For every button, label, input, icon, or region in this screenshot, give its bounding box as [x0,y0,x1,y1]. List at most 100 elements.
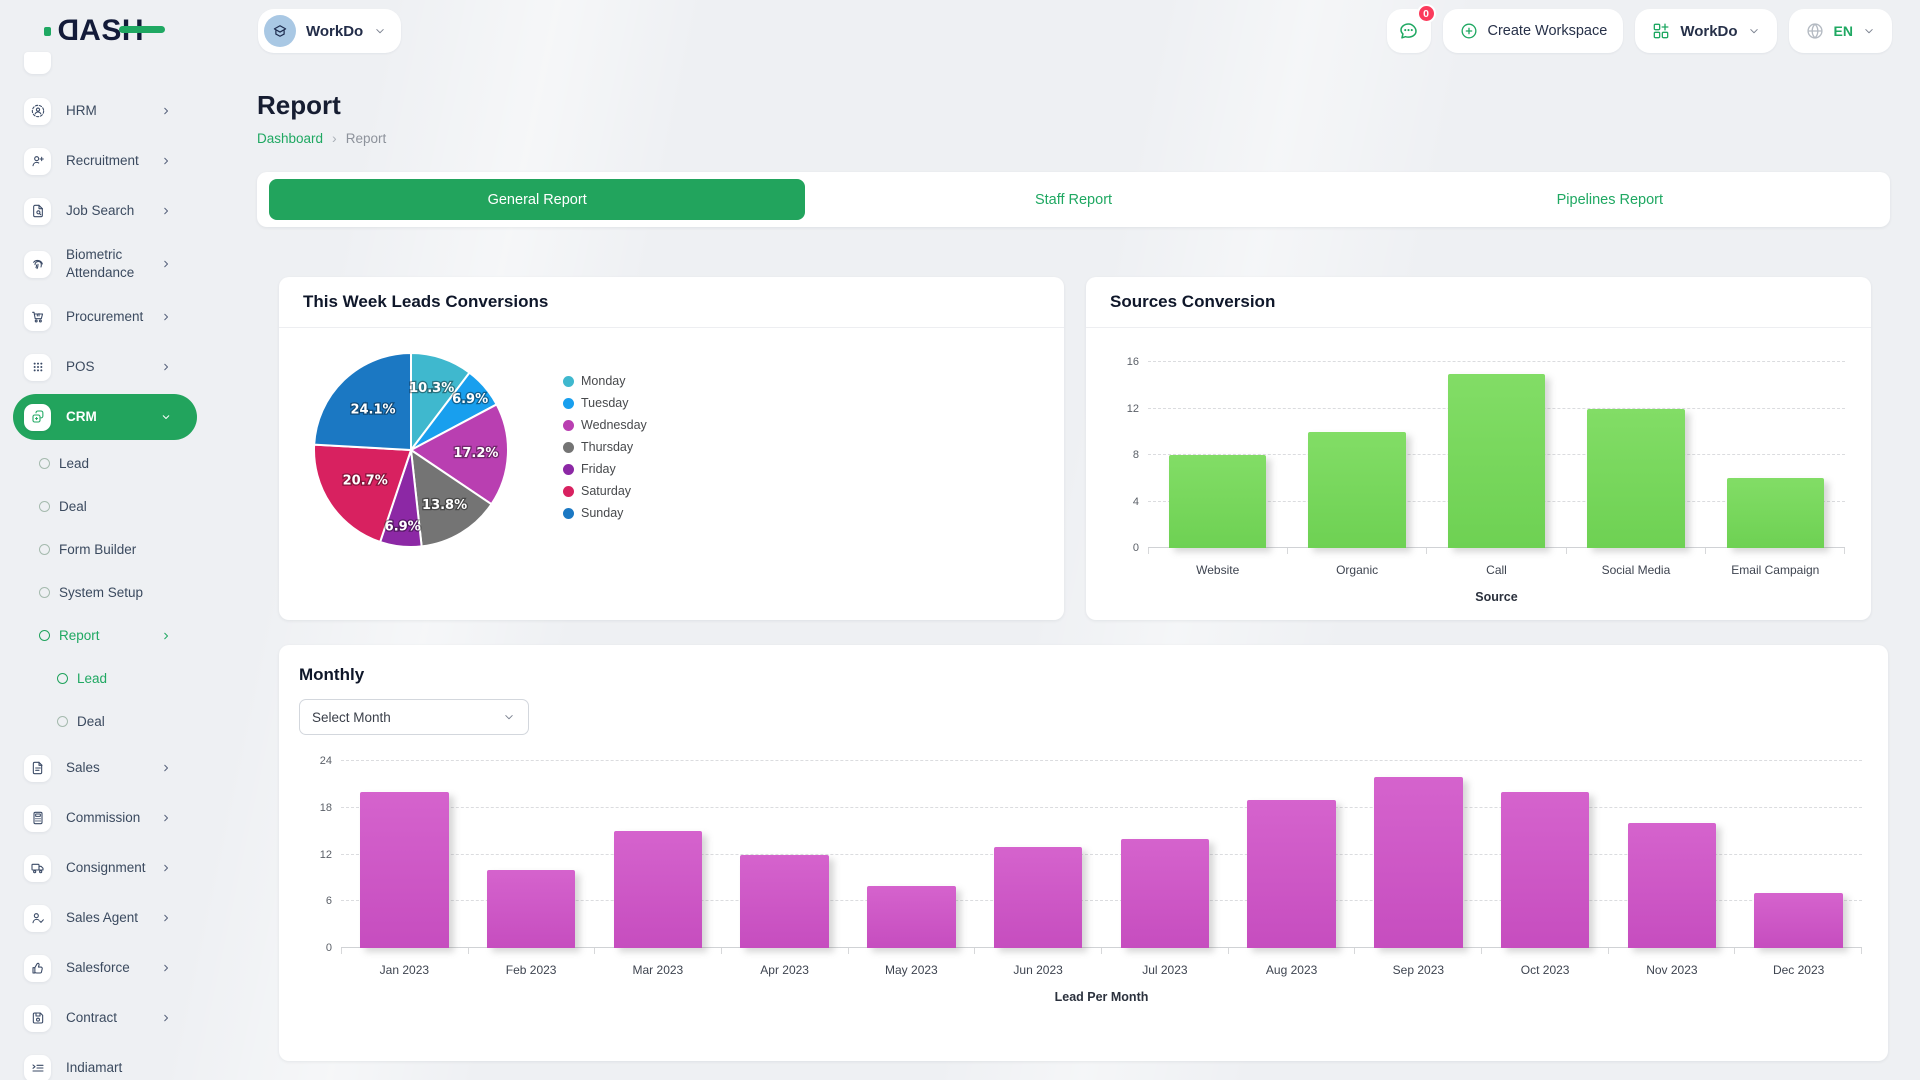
breadcrumb-separator: › [332,130,337,146]
pie-slice-sunday[interactable] [313,352,412,451]
breadcrumb-dashboard-link[interactable]: Dashboard [257,130,324,146]
x-category-label: Jun 2023 [1013,963,1063,977]
tab-pipelines-report[interactable]: Pipelines Report [1556,191,1664,208]
pie-slice-thursday[interactable] [410,449,493,548]
y-tick-label: 16 [1126,356,1139,368]
logo-letter: D [57,14,80,47]
tab-staff-report[interactable]: Staff Report [1034,191,1113,208]
sidebar-item-sales-agent[interactable]: Sales Agent [0,893,210,943]
bar-may-2023[interactable] [867,885,956,948]
chevron-right-icon [164,964,168,972]
bar-call[interactable] [1447,373,1546,548]
account-menu-button[interactable]: WorkDo [1635,9,1777,53]
circle-bullet-icon [39,630,50,641]
legend-dot-icon [563,441,574,453]
bar-email-campaign[interactable] [1726,478,1825,548]
month-select[interactable]: Select Month [299,699,529,735]
chevron-down-icon [1862,24,1876,38]
legend-item-monday[interactable]: Monday [563,374,647,388]
bar-dec-2023[interactable] [1754,893,1843,948]
breadcrumb: Dashboard › Report [257,130,1890,146]
bar-website[interactable] [1168,455,1267,548]
app-logo[interactable]: DASH [43,14,166,47]
bar-apr-2023[interactable] [740,854,829,948]
sidebar-item-lead[interactable]: Lead [0,442,210,485]
legend-item-friday[interactable]: Friday [563,462,647,476]
pie-value-label: 13.8% [422,498,467,513]
sidebar-item-system-setup[interactable]: System Setup [0,571,210,614]
sidebar-item-label: Job Search [66,203,135,219]
building-icon [273,25,287,37]
bar-nov-2023[interactable] [1627,823,1717,948]
chevron-right-icon [164,363,168,371]
bar-jan-2023[interactable] [360,792,449,948]
sidebar-item-commission[interactable]: Commission [0,793,210,843]
month-select-value: Select Month [312,709,391,725]
circle-bullet-icon [39,587,50,598]
sidebar-item-label: Contract [66,1010,118,1026]
sidebar-item-contract[interactable]: Contract [0,993,210,1043]
x-axis-ticks [341,948,1863,954]
legend-item-sunday[interactable]: Sunday [563,506,647,520]
crm-icon [31,410,43,423]
sidebar-item-label: POS [66,359,95,375]
sidebar-item-label: Procurement [66,309,144,325]
chevron-right-icon [164,1014,168,1022]
pie-chart: 10.3% 6.9% 17.2% 13.8% 6.9% 20.7% 24.1% [305,344,517,561]
circle-bullet-icon [39,501,50,512]
sidebar-item-recruitment[interactable]: Recruitment [0,136,210,186]
messages-button[interactable]: 0 [1386,4,1436,53]
pie-slice-wednesday[interactable] [410,403,509,506]
bar-jun-2023[interactable] [993,846,1083,948]
job-search-icon [32,204,43,218]
sidebar-item-procurement[interactable]: Procurement [0,292,210,342]
legend-item-thursday[interactable]: Thursday [563,440,647,454]
sidebar-item-hrm[interactable]: HRM [0,86,210,136]
bar-jul-2023[interactable] [1120,838,1210,948]
sidebar[interactable]: HRM Recruitment Job Search Biometric Attend… [0,0,210,1080]
sidebar-item-salesforce[interactable]: Salesforce [0,943,210,993]
sidebar-item-pos[interactable]: POS [0,342,210,392]
bar-sep-2023[interactable] [1374,776,1463,948]
sidebar-item-report[interactable]: Report [0,614,210,657]
x-category-label: Social Media [1601,563,1671,577]
sidebar-item-label: Lead [77,671,108,686]
bar-feb-2023[interactable] [486,870,576,948]
sidebar-item-lead[interactable]: Lead [0,657,210,700]
legend-label: Saturday [581,484,632,498]
bar-mar-2023[interactable] [613,831,703,948]
sidebar-item-deal[interactable]: Deal [0,700,210,743]
chevron-right-icon [164,632,168,639]
sidebar-item-sales[interactable]: Sales [0,743,210,793]
y-tick-label: 12 [319,848,332,861]
language-label: EN [1833,23,1853,39]
pie-slice-saturday[interactable] [313,443,412,543]
sidebar-item-crm[interactable]: CRM [13,394,197,440]
language-selector[interactable]: EN [1788,9,1892,53]
legend-item-wednesday[interactable]: Wednesday [563,418,647,432]
workspace-switcher[interactable]: WorkDo [258,9,402,53]
sidebar-item-deal[interactable]: Deal [0,485,210,528]
sidebar-item-label: Commission [66,810,141,826]
sidebar-item-indiamart[interactable]: Indiamart [0,1043,210,1080]
sidebar-item-label: Recruitment [66,153,139,169]
sidebar-item-label: HRM [66,103,97,119]
bar-aug-2023[interactable] [1247,799,1336,948]
chevron-down-icon [505,715,513,720]
legend-item-saturday[interactable]: Saturday [563,484,647,498]
tab-general-report[interactable]: General Report [269,179,806,220]
sidebar-item-form-builder[interactable]: Form Builder [0,528,210,571]
legend-item-tuesday[interactable]: Tuesday [563,396,647,410]
sidebar-item-biometric-attendance[interactable]: Biometric Attendance [0,236,210,292]
create-workspace-button[interactable]: Create Workspace [1442,9,1624,53]
bar-oct-2023[interactable] [1500,792,1590,948]
workspace-name: WorkDo [306,22,364,40]
top-bar: DASH WorkDo 0 Create Workspace WorkDo E [0,0,1920,62]
sidebar-item-consignment[interactable]: Consignment [0,843,210,893]
bar-organic[interactable] [1308,431,1406,548]
sidebar-item-label: CRM [66,409,97,425]
chevron-right-icon [164,914,168,922]
card-title: This Week Leads Conversions [279,277,1064,328]
sidebar-item-job-search[interactable]: Job Search [0,186,210,236]
bar-social-media[interactable] [1587,408,1685,548]
